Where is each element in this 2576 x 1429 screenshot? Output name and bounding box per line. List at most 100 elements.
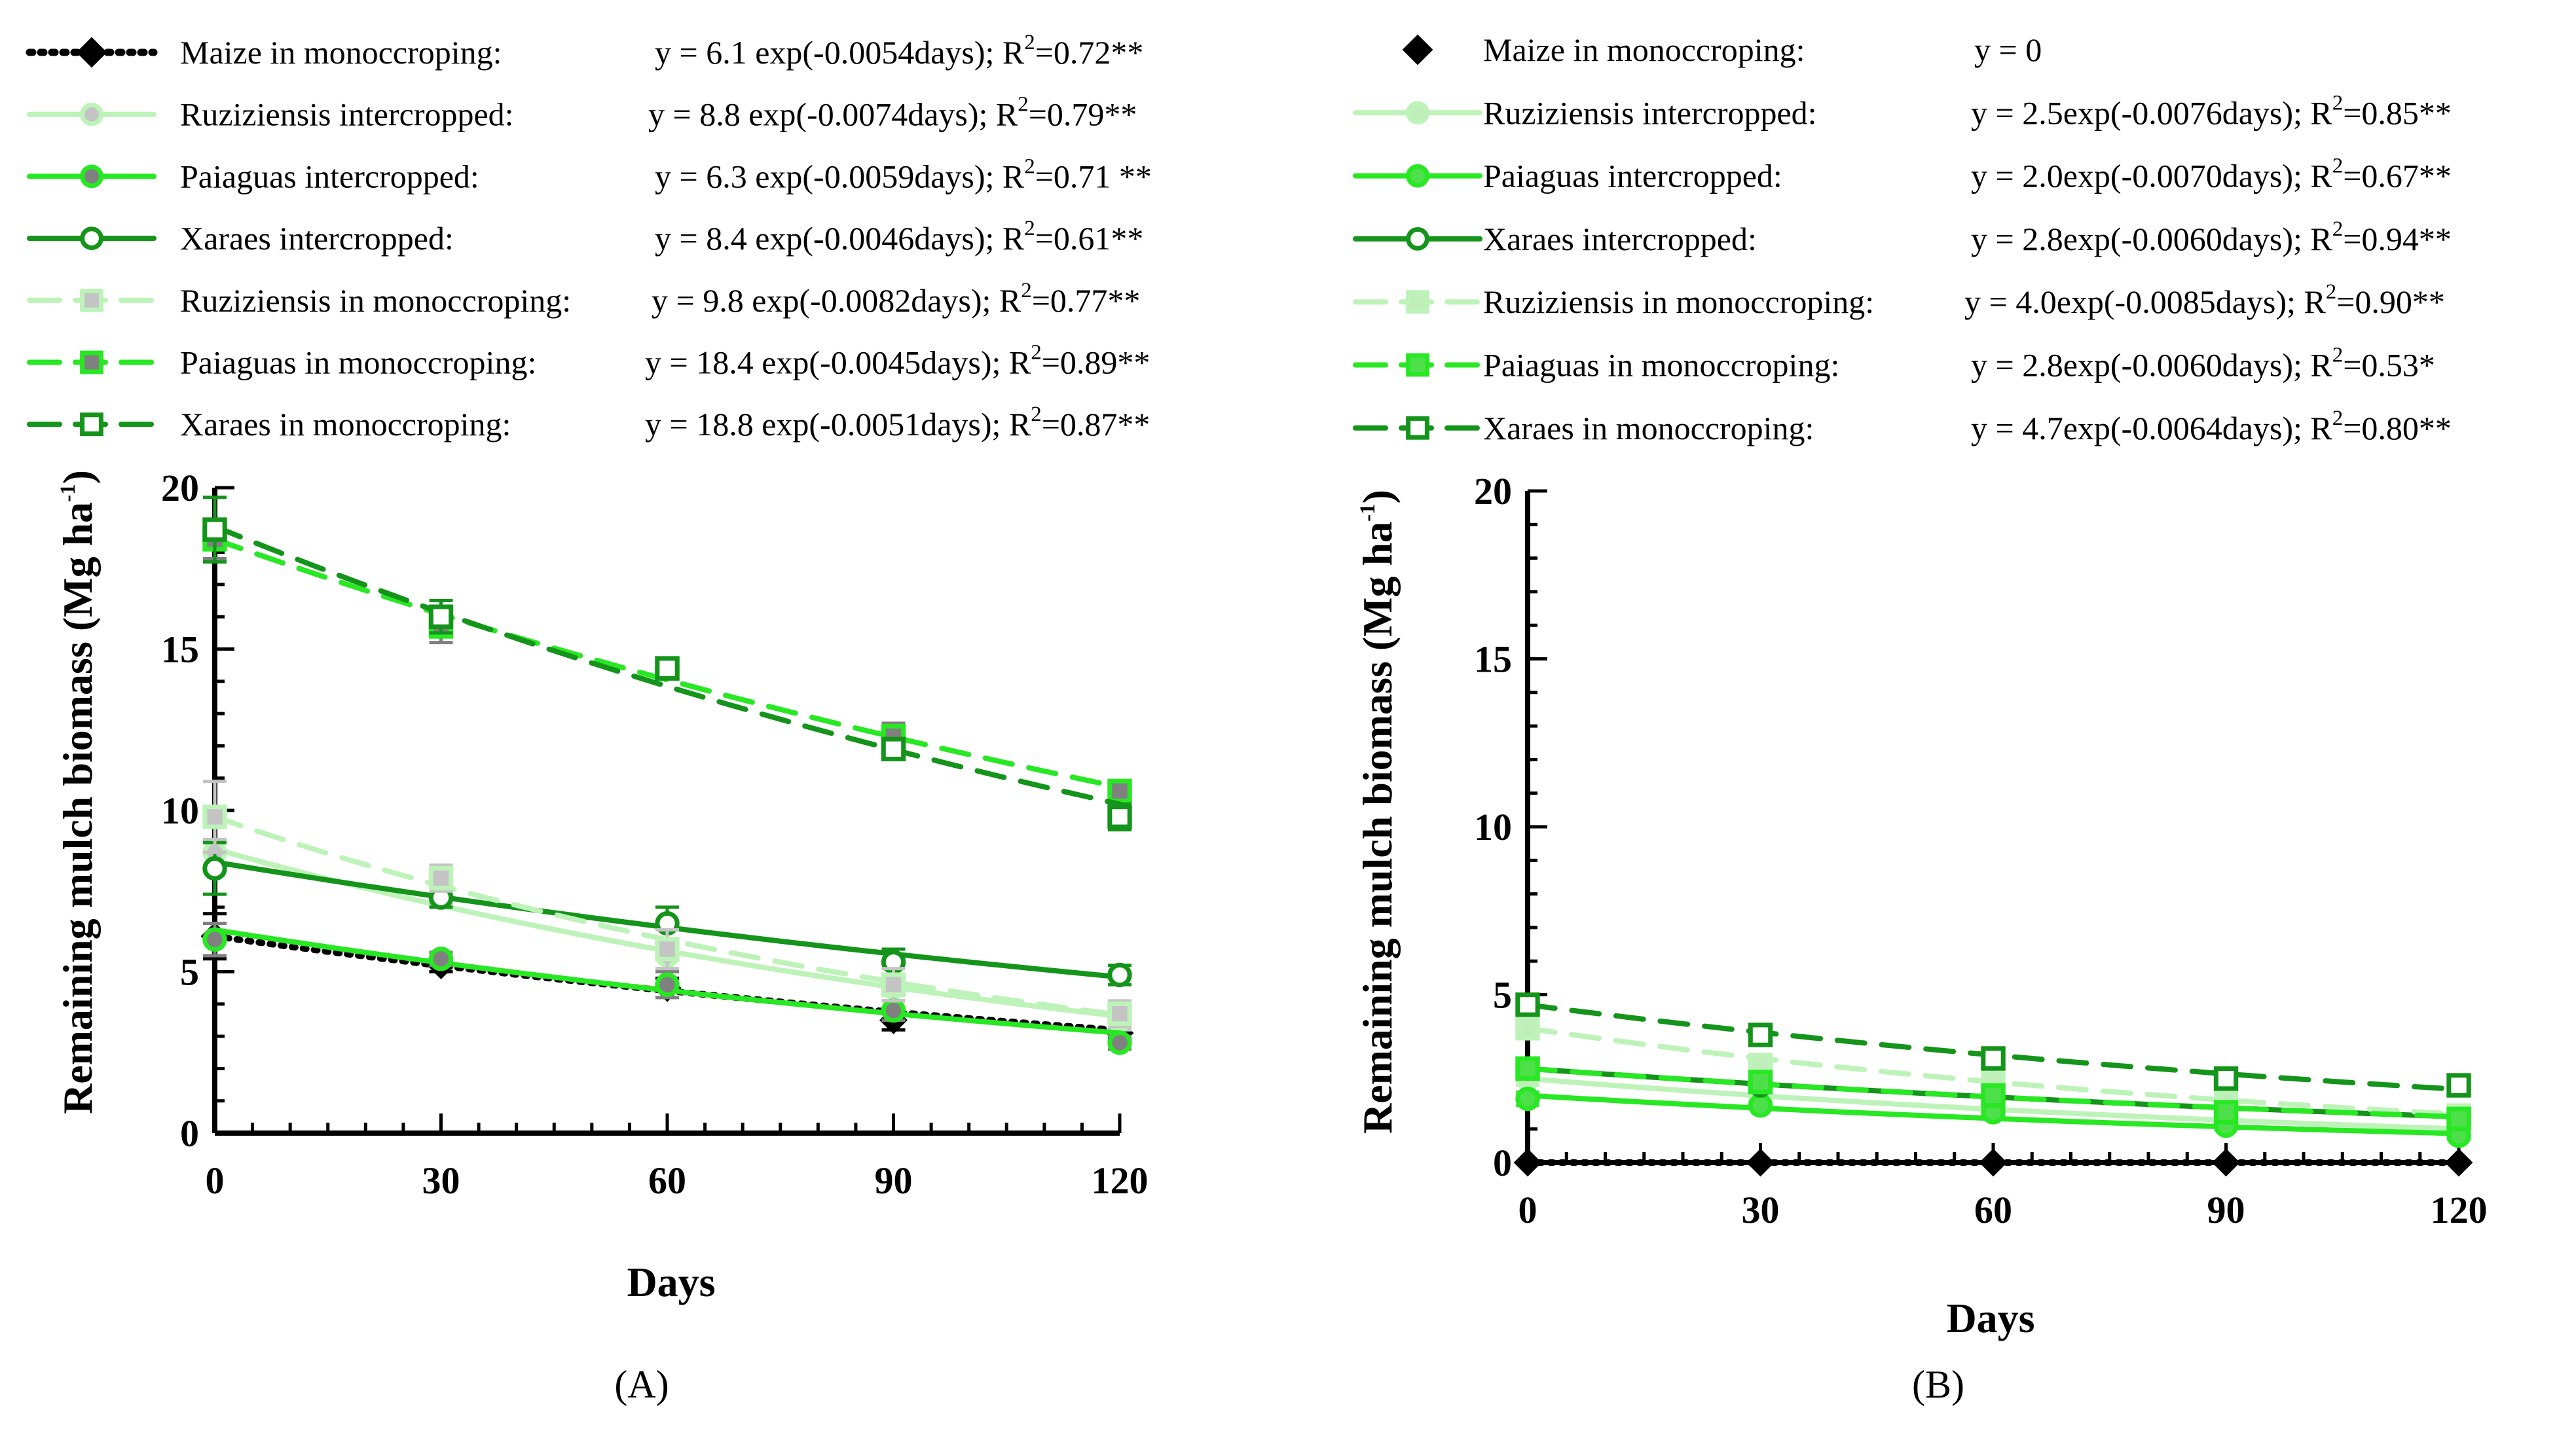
data-point <box>1515 1056 1540 1081</box>
legend-label: Xaraes in monoccroping: <box>180 406 511 443</box>
r-squared-superscript: 2 <box>2332 217 2344 241</box>
r-squared-value: =0.72** <box>1035 34 1144 71</box>
r-squared-superscript: 2 <box>1031 341 1042 365</box>
x-tick-label: 120 <box>1092 1159 1149 1202</box>
equation-text: y = 6.1 exp(-0.0054days); R <box>655 34 1025 71</box>
legend-equation: y = 8.8 exp(-0.0074days); R2=0.79** <box>648 93 1137 133</box>
y-tick-label: 15 <box>1474 638 1512 681</box>
x-tick-label: 60 <box>1974 1189 2012 1231</box>
r-squared-superscript: 2 <box>1031 403 1042 426</box>
data-point <box>2212 1148 2240 1177</box>
data-point <box>2444 1148 2473 1177</box>
legend-marker <box>1402 34 1433 65</box>
y-tick-label: 10 <box>161 789 199 832</box>
legend-item-xar_int: Xaraes intercropped: y = 8.4 exp(-0.0046d… <box>27 217 1143 257</box>
plot-area-b: 0 5 10 15 20 0 30 60 90 120 <box>1474 470 2488 1231</box>
r-squared-value: =0.87** <box>1042 406 1150 443</box>
data-point <box>428 947 454 971</box>
x-tick-label: 30 <box>1742 1189 1780 1231</box>
data-point <box>1515 1016 1540 1041</box>
legend-label: Paiaguas in monoccroping: <box>1483 347 1839 384</box>
r-squared-superscript: 2 <box>1024 217 1035 240</box>
legend-item-ruz_int: Ruziziensis intercropped: y = 8.8 exp(-0.… <box>27 93 1137 133</box>
r-squared-value: =0.77** <box>1032 282 1141 319</box>
fit-curve <box>212 524 1122 807</box>
legend-label: Paiaguas intercropped: <box>180 158 479 194</box>
r-squared-superscript: 2 <box>1024 154 1035 178</box>
data-point <box>1981 1083 2006 1108</box>
equation-text: y = 8.4 exp(-0.0046days); R <box>655 220 1025 257</box>
data-point <box>1107 962 1132 988</box>
data-point <box>1979 1148 2008 1177</box>
legend-marker <box>80 350 103 374</box>
legend-equation: y = 9.8 exp(-0.0082days); R2=0.77** <box>652 279 1140 319</box>
legend-label: Xaraes intercropped: <box>1483 221 1757 257</box>
data-point <box>1748 1022 1773 1047</box>
y-tick-label: 20 <box>161 467 199 509</box>
legend-item-maize: Maize in monoccroping: y = 0 <box>1402 31 2042 68</box>
legend-b: Maize in monoccroping: y = 0 Ruziziensis i… <box>1353 31 2452 446</box>
equation-text: y = 0 <box>1974 31 2042 68</box>
data-point <box>2213 1100 2239 1125</box>
legend-equation: y = 0 <box>1974 31 2042 68</box>
plot-area-a: 0 5 10 15 20 0 30 60 90 120 <box>161 467 1149 1202</box>
legend-marker <box>1406 164 1429 188</box>
r-squared-superscript: 2 <box>1024 31 1035 54</box>
legend-marker <box>1406 101 1429 125</box>
r-squared-superscript: 2 <box>1021 279 1032 302</box>
r-squared-value: =0.90** <box>2336 283 2445 320</box>
r-squared-value: =0.67** <box>2343 158 2452 194</box>
legend-equation: y = 4.0exp(-0.0085days); R2=0.90** <box>1964 280 2445 320</box>
y-tick-label: 10 <box>1474 806 1512 848</box>
data-point <box>202 927 227 952</box>
data-point <box>881 998 906 1023</box>
y-axis-title-b: Remaining mulch biomass (Mg ha-1) <box>1354 490 1401 1134</box>
legend-equation: y = 6.3 exp(-0.0059days); R2=0.71 ** <box>655 154 1152 194</box>
legend-marker <box>80 164 103 189</box>
r-squared-superscript: 2 <box>2332 154 2344 178</box>
data-point <box>1107 1001 1132 1026</box>
equation-text: y = 2.0exp(-0.0070days); R <box>1971 158 2332 194</box>
r-squared-value: =0.85** <box>2343 94 2452 131</box>
legend-equation: y = 6.1 exp(-0.0054days); R2=0.72** <box>655 31 1143 71</box>
y-tick-label: 15 <box>161 628 199 671</box>
r-squared-superscript: 2 <box>2332 407 2344 430</box>
legend-equation: y = 2.5exp(-0.0076days); R2=0.85** <box>1971 91 2452 131</box>
series-pai_int-a <box>202 922 1132 1055</box>
equation-text: y = 2.8exp(-0.0060days); R <box>1971 347 2332 384</box>
legend-label: Paiaguas intercropped: <box>1483 158 1782 194</box>
legend-marker <box>1406 290 1429 314</box>
legend-marker <box>76 37 107 68</box>
legend-label: Maize in monoccroping: <box>1483 31 1805 68</box>
data-point <box>1107 778 1132 804</box>
legend-item-pai_mono: Paiaguas in monoccroping: y = 2.8exp(-0.0… <box>1353 344 2435 384</box>
data-point <box>1515 992 1540 1017</box>
legend-item-pai_mono: Paiaguas in monoccroping: y = 18.4 exp(-0… <box>27 341 1150 381</box>
legend-item-xar_int: Xaraes intercropped: y = 2.8exp(-0.0060da… <box>1353 217 2452 257</box>
r-squared-superscript: 2 <box>1018 93 1029 117</box>
legend-item-ruz_int: Ruziziensis intercropped: y = 2.5exp(-0.0… <box>1353 91 2452 131</box>
data-point <box>881 736 906 762</box>
series-xar_mono-b <box>1515 992 2471 1098</box>
y-axis-title-a: Remaining mulch biomass (Mg ha-1) <box>54 470 101 1114</box>
data-point <box>1107 805 1132 829</box>
legend-label: Ruziziensis in monoccroping: <box>180 282 571 319</box>
legend-item-pai_int: Paiaguas intercropped: y = 2.0exp(-0.0070… <box>1353 154 2452 194</box>
x-tick-label: 30 <box>422 1159 460 1202</box>
data-point <box>1748 1093 1773 1118</box>
data-point <box>2446 1073 2471 1098</box>
r-squared-value: =0.71 ** <box>1035 158 1152 194</box>
legend-item-maize: Maize in monoccroping: y = 6.1 exp(-0.005… <box>26 31 1143 71</box>
r-squared-superscript: 2 <box>2332 344 2344 367</box>
x-tick-label: 120 <box>2431 1189 2488 1231</box>
equation-text: y = 2.8exp(-0.0060days); R <box>1971 221 2332 257</box>
panel-label-b: (B) <box>1912 1363 1964 1406</box>
data-point <box>655 656 680 681</box>
legend-label: Xaraes in monoccroping: <box>1483 410 1814 446</box>
panel-label-a: (A) <box>614 1363 669 1406</box>
legend-item-xar_mono: Xaraes in monoccroping: y = 18.8 exp(-0.0… <box>27 403 1150 443</box>
legend-item-pai_int: Paiaguas intercropped: y = 6.3 exp(-0.005… <box>27 154 1152 194</box>
equation-text: y = 8.8 exp(-0.0074days); R <box>648 96 1018 133</box>
legend-equation: y = 18.4 exp(-0.0045days); R2=0.89** <box>645 341 1150 381</box>
